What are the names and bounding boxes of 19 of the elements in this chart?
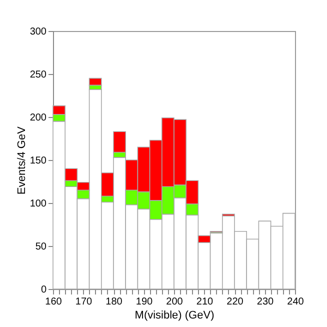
x-tick-label: 170 <box>75 296 93 308</box>
x-tick-label: 220 <box>226 296 244 308</box>
y-tick-label: 200 <box>30 112 47 124</box>
y-tick-label: 150 <box>30 156 47 166</box>
x-tick-label: 200 <box>166 296 184 308</box>
bar <box>88 78 102 86</box>
x-tick-label: 230 <box>256 296 274 308</box>
x-tick-label: 240 <box>287 296 304 308</box>
x-axis-title: M(visible) (GeV) <box>134 310 214 322</box>
x-tick-label: 160 <box>45 296 62 308</box>
y-axis-title: Events/4 GeV <box>16 126 28 194</box>
y-tick-label: 250 <box>30 70 47 80</box>
y-tick-label: 100 <box>30 198 47 210</box>
y-tick-label: 0 <box>40 284 47 296</box>
x-tick-label: 210 <box>196 296 214 308</box>
y-tick-label: 50 <box>35 242 47 252</box>
x-tick-label: 180 <box>106 296 123 308</box>
x-tick-label: 190 <box>136 296 154 308</box>
y-tick-label: 300 <box>30 26 47 38</box>
